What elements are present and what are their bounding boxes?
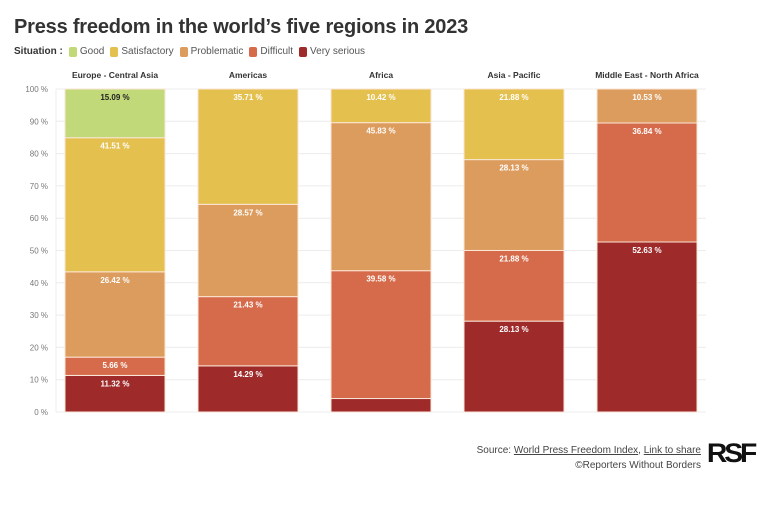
data-label: 21.88 % [499,93,528,102]
data-label: 10.53 % [632,93,661,102]
legend-item-label: Satisfactory [121,46,174,57]
data-label: 21.88 % [499,254,528,263]
data-label: 36.84 % [632,127,661,136]
bar-segment [463,320,565,413]
y-tick-label: 10 % [30,376,48,385]
legend-item-difficult[interactable]: Difficult [249,46,293,57]
bar-segment [197,365,299,413]
bar-segment [463,88,565,161]
y-tick-label: 80 % [30,150,48,159]
y-tick-label: 90 % [30,117,48,126]
bar-segment [596,122,698,243]
y-tick-label: 0 % [34,408,48,417]
legend-item-label: Very serious [310,46,366,57]
legend-swatch [299,46,308,57]
data-label: 5.66 % [103,361,128,370]
bar-segment [64,137,166,273]
bar-segment [197,88,299,205]
data-label: 28.13 % [499,325,528,334]
share-link[interactable]: Link to share [643,445,701,456]
data-label: 41.51 % [100,142,129,151]
bar-segment [197,203,299,298]
legend-swatch [179,46,188,57]
y-axis: 0 % 10 % 20 % 30 % 40 % 50 % 60 % 70 % 80 % 90 % 1… [25,85,57,417]
data-label: 28.57 % [233,208,262,217]
y-tick-label: 60 % [30,214,48,223]
bar-segment [330,398,432,413]
legend-item-satisfactory[interactable]: Satisfactory [110,46,174,57]
x-category-label: Asia - Pacific [488,70,541,80]
bar-segment [330,88,432,124]
x-axis-labels: Europe - Central Asia Americas Africa Asia … [72,70,699,80]
bar-segment [64,271,166,358]
y-tick-label: 100 % [25,85,48,94]
x-category-label: Europe - Central Asia [72,70,158,80]
rsf-logo: RSF [706,438,757,468]
legend-label: Situation : [14,46,63,57]
y-tick-label: 20 % [30,343,48,352]
data-label: 21.43 % [233,301,262,310]
data-label: 52.63 % [632,246,661,255]
copyright: ©Reporters Without Borders [575,460,701,471]
data-label: 26.42 % [100,276,129,285]
data-labels: 11.32 % 5.66 % 26.42 % 41.51 % 15.09 % 14.29 … [100,93,661,389]
legend-swatch [249,46,258,57]
bar-segment [463,159,565,251]
legend-item-label: Problematic [190,46,244,57]
legend-item-very-serious[interactable]: Very serious [299,46,365,57]
bar-segment [330,270,432,400]
stacked-bar-chart: 0 % 10 % 20 % 30 % 40 % 50 % 60 % 70 % 80 % 90 % 1… [25,70,706,417]
bar-segment [596,88,698,124]
legend-swatch [110,46,119,57]
bar-segment [330,122,432,272]
legend-item-label: Good [79,46,105,57]
y-tick-label: 30 % [30,311,48,320]
y-tick-label: 40 % [30,279,48,288]
chart-title: Press freedom in the world’s five region… [14,16,469,38]
legend: Situation : Good Satisfactory Problemati… [14,46,371,57]
source-prefix: Source: [476,445,514,456]
bar-segment [596,241,698,413]
data-label: 10.42 % [366,93,395,102]
data-label: 45.83 % [366,127,395,136]
data-label: 39.58 % [366,275,395,284]
bar-segment [64,374,166,413]
y-tick-label: 70 % [30,182,48,191]
data-label: 11.32 % [101,379,130,388]
data-label: 15.09 % [100,93,129,102]
legend-swatch [68,46,77,57]
x-category-label: Middle East - North Africa [595,70,699,80]
separator: , [638,445,644,456]
x-category-label: Americas [229,70,268,80]
footer: Source: World Press Freedom Index, Link … [477,443,701,473]
source-link[interactable]: World Press Freedom Index [513,445,639,456]
data-label: 14.29 % [233,370,262,379]
source-line: Source: World Press Freedom Index, Link … [477,443,701,458]
data-label: 35.71 % [233,93,262,102]
bar-segment [197,296,299,367]
bars [64,88,698,413]
data-label: 28.13 % [499,164,528,173]
bar-segment [64,88,166,139]
x-category-label: Africa [369,70,393,80]
y-tick-label: 50 % [30,247,48,256]
legend-item-good[interactable]: Good [68,46,105,57]
legend-item-problematic[interactable]: Problematic [179,46,244,57]
legend-item-label: Difficult [260,46,294,57]
